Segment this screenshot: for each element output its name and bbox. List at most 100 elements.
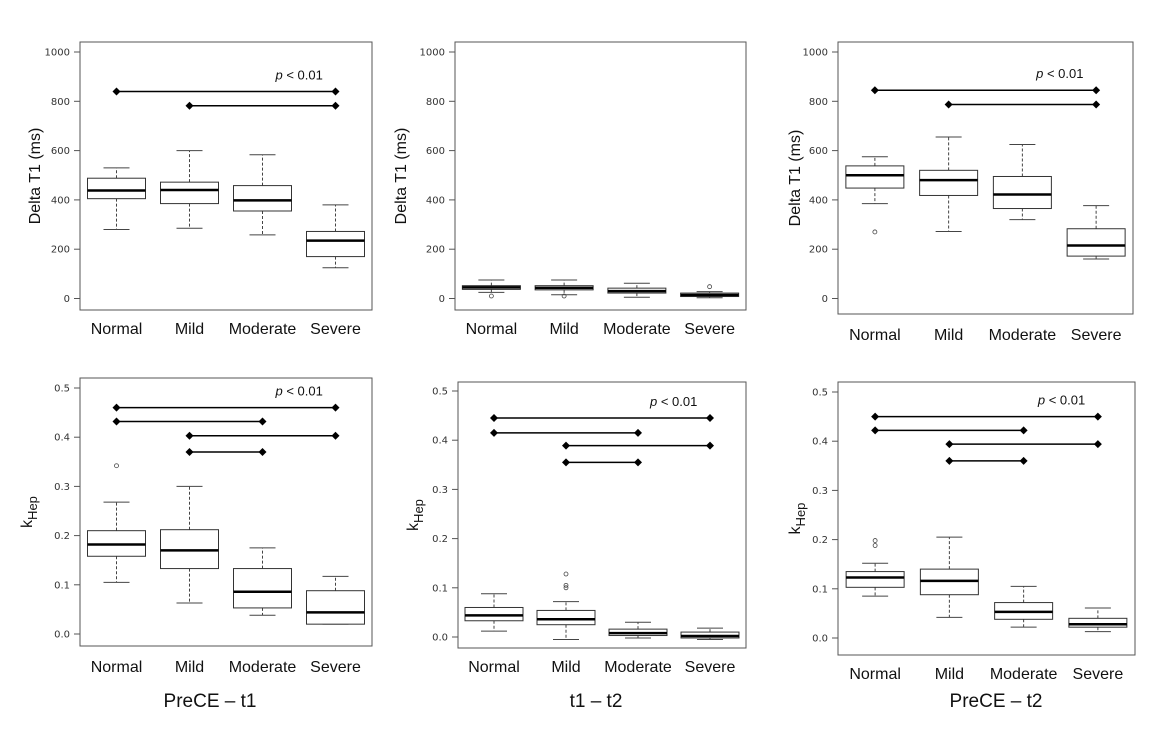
column-label-middle: t1 – t2 [570,691,623,712]
significance-marker [945,440,954,449]
significance-marker [945,456,954,465]
category-label: Moderate [989,327,1057,344]
y-tick-label: 0.4 [432,436,448,447]
significance-marker [1019,426,1028,435]
y-tick-label: 800 [51,97,70,108]
category-label: Mild [175,659,204,676]
significance-bar [945,456,1028,465]
category-label: Mild [175,321,204,338]
y-axis-label-main: k [405,522,422,531]
significance-bar [945,440,1102,449]
y-axis-label-sub: Hep [25,496,40,520]
significance-marker [1093,440,1102,449]
y-tick-label: 1000 [45,48,70,59]
p-value-symbol: p [1037,393,1045,408]
y-tick-label: 0.3 [812,486,828,497]
y-tick-label: 0.0 [54,630,70,641]
plot-frame [79,377,373,647]
significance-bar [871,412,1102,421]
outlier-point [563,571,569,577]
significance-marker [1093,412,1102,421]
y-axis-label: Delta T1 (ms) [393,128,410,225]
category-label: Severe [310,659,361,676]
p-value-text: < 0.01 [1043,66,1083,81]
category-label: Mild [549,321,578,338]
significance-marker [185,447,194,456]
box-mild [534,279,594,299]
y-tick-label: 0.3 [54,482,70,493]
y-axis-label: Delta T1 (ms) [27,128,44,225]
category-label: Severe [1073,666,1124,683]
significance-marker [185,431,194,440]
box-mild [160,485,219,604]
outlier-point [872,229,878,235]
outlier-point [872,543,878,548]
p-value-symbol: p [649,394,657,409]
y-tick-label: 800 [426,97,445,108]
box-severe [1066,205,1126,260]
y-axis-label: kHep [405,499,426,531]
box-severe [680,627,740,640]
p-value-text: < 0.01 [657,394,697,409]
significance-marker [112,87,121,96]
significance-bar [490,414,714,423]
y-tick-label: 200 [51,245,70,256]
significance-marker [634,458,642,467]
panel-bottom-right: 0.0 0.1 0.2 0.3 0.4 0.5 kHep Normal Mild Moderate… [787,381,1136,683]
y-tick-label: 0 [439,294,445,305]
y-tick-label: 0.4 [812,437,828,448]
box-normal [461,279,521,299]
category-label: Moderate [229,659,297,676]
y-tick-label: 0.5 [812,388,828,399]
plot-frame [79,41,373,311]
iqr-box [160,181,219,205]
category-label: Severe [685,659,736,676]
y-axis-label-sub: Hep [793,503,808,527]
significance-marker [871,426,880,435]
y-axis-label: kHep [787,503,808,535]
y-tick-label: 0.5 [432,387,448,398]
iqr-box [536,609,596,626]
y-tick-label: 0 [64,294,70,305]
box-moderate [992,143,1052,221]
iqr-box [233,185,292,212]
outlier-point [561,293,567,299]
category-label: Mild [934,327,963,344]
y-tick-label: 0.1 [812,584,828,595]
significance-marker [331,403,340,412]
p-value-symbol: p [275,67,283,82]
category-label: Severe [1071,327,1122,344]
y-axis-label: kHep [19,496,40,528]
plot-frame [454,41,747,311]
y-tick-label: 0.5 [54,384,70,395]
box-severe [306,204,365,269]
iqr-box [992,175,1052,210]
category-label: Normal [91,321,143,338]
y-tick-label: 600 [426,146,445,157]
category-label: Moderate [229,321,297,338]
category-label: Moderate [990,666,1058,683]
significance-bar [185,101,340,110]
p-value-text: < 0.01 [283,67,323,82]
column-label-right: PreCE – t2 [950,691,1043,712]
y-axis-label-main: k [787,525,804,534]
outlier-point [872,538,878,543]
box-mild [160,150,219,229]
category-label: Normal [849,327,901,344]
plot-frame [837,381,1136,656]
box-mild [919,136,979,232]
significance-marker [634,428,642,437]
significance-marker [331,431,340,440]
box-normal [87,167,146,230]
p-value-text: < 0.01 [1045,393,1085,408]
box-moderate [233,154,292,236]
column-label-left: PreCE – t1 [164,691,257,712]
panel-top-right: 0 200 400 600 800 1000 Delta T1 (ms) Normal Mild… [787,41,1134,344]
box-moderate [608,621,668,639]
outlier-point [114,463,119,469]
iqr-box [919,169,979,196]
iqr-box [306,590,365,625]
significance-marker [331,101,340,110]
plot-frame [457,381,747,649]
